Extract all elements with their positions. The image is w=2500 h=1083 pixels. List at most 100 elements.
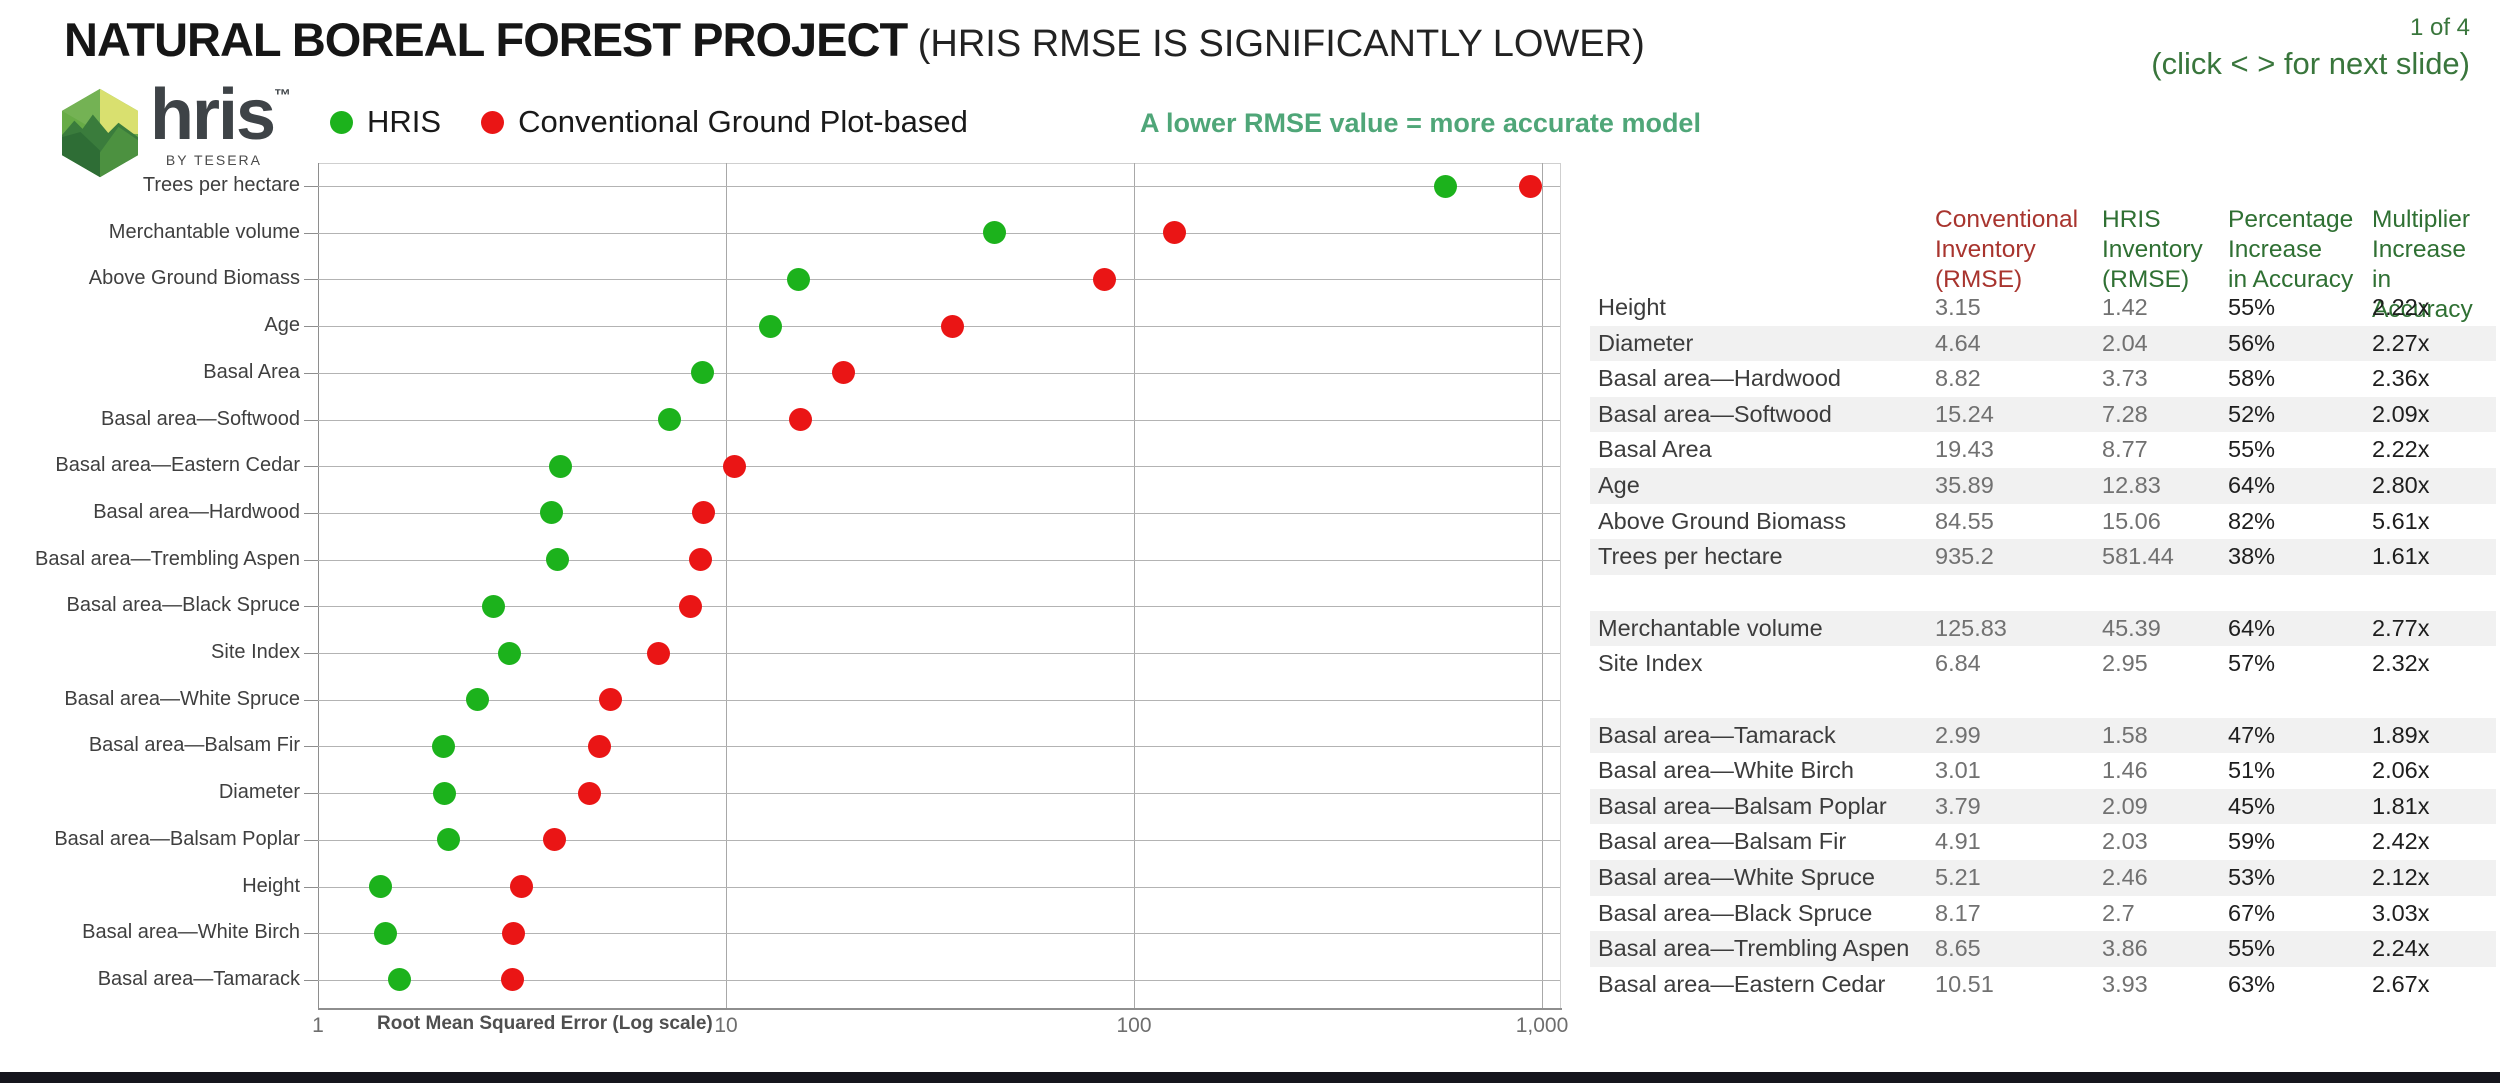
hris-dot[interactable]	[539, 501, 563, 525]
conventional-dot[interactable]	[789, 408, 813, 431]
table-cell-mult: 2.32x	[2372, 650, 2430, 677]
logo-tagline: BY TESERA	[165, 152, 262, 168]
table-cell-pct: 64%	[2228, 472, 2276, 498]
table-cell-pct: 63%	[2228, 970, 2276, 997]
table-cell-pct: 67%	[2228, 899, 2276, 926]
hris-dot[interactable]	[545, 548, 569, 572]
table-cell-mult: 2.42x	[2372, 828, 2430, 855]
conventional-dot[interactable]	[678, 594, 702, 618]
table-row: Basal area—Trembling Aspen 8.65 3.86 55% 2.2…	[1590, 931, 2496, 967]
table-cell-conv: 8.17	[1935, 899, 1981, 926]
conventional-dot[interactable]	[578, 781, 602, 805]
conventional-dot[interactable]	[723, 454, 747, 478]
hris-dot[interactable]	[1434, 174, 1458, 198]
table-cell-conv: 935.2	[1935, 543, 1994, 570]
hris-dot[interactable]	[691, 361, 715, 385]
y-axis-category-label: Trees per hectare	[142, 174, 300, 196]
y-axis-category-label: Basal area—White Spruce	[64, 687, 300, 710]
x-axis-title: Root Mean Squared Error (Log scale)	[377, 1013, 713, 1034]
footer-bar	[0, 1072, 2500, 1083]
y-tick-mark	[304, 466, 318, 468]
y-axis-category-label: Age	[264, 314, 300, 337]
hris-dot[interactable]	[549, 454, 572, 478]
x-tick-label: 1,000	[1515, 1014, 1569, 1037]
table-cell-hris: 2.04	[2102, 329, 2148, 356]
row-gridline	[318, 419, 1560, 421]
row-gridline	[318, 699, 1560, 701]
conventional-dot[interactable]	[509, 875, 533, 898]
y-tick-mark	[304, 839, 318, 841]
conventional-dot[interactable]	[832, 361, 856, 385]
conventional-dot[interactable]	[598, 688, 622, 712]
table-cell-pct: 47%	[2228, 721, 2276, 748]
conventional-dot[interactable]	[692, 501, 716, 525]
plot-right-border	[1560, 163, 1561, 1008]
table-cell-pct: 45%	[2228, 792, 2276, 819]
table-cell-label: Basal area—Balsam Poplar	[1598, 792, 1887, 819]
y-axis-category-label: Basal area—Balsam Fir	[88, 734, 300, 757]
hris-dot[interactable]	[373, 921, 397, 945]
conventional-dot[interactable]	[1163, 221, 1187, 245]
table-cell-conv: 8.82	[1935, 365, 1981, 392]
conventional-dot[interactable]	[1518, 174, 1542, 198]
row-gridline	[318, 466, 1560, 468]
conventional-dot[interactable]	[542, 828, 566, 852]
hris-dot[interactable]	[437, 828, 461, 852]
conventional-dot[interactable]	[1092, 267, 1116, 291]
hris-dot[interactable]	[787, 267, 811, 291]
y-tick-mark	[304, 232, 318, 234]
row-gridline	[318, 793, 1560, 795]
table-row: Above Ground Biomass 84.55 15.06 82% 5.61x	[1590, 504, 2496, 540]
x-gridline	[726, 163, 727, 1008]
conventional-dot[interactable]	[688, 548, 712, 572]
x-tick-label: 100	[1116, 1014, 1152, 1037]
hris-dot[interactable]	[387, 968, 411, 992]
row-gridline	[318, 186, 1560, 187]
conventional-dot[interactable]	[647, 641, 671, 665]
hris-dot[interactable]	[498, 641, 522, 665]
conventional-dot[interactable]	[588, 734, 612, 758]
conventional-dot[interactable]	[940, 314, 964, 338]
table-header: Percentage Increase in Accuracy	[2228, 206, 2354, 293]
row-gridline	[318, 886, 1560, 888]
hris-dot[interactable]	[482, 594, 506, 618]
table-row: Basal area—Black Spruce 8.17 2.7 67% 3.03x	[1590, 896, 2496, 932]
table-cell-conv: 4.64	[1935, 329, 1981, 356]
table-cell-conv: 3.15	[1935, 294, 1981, 320]
hris-dot[interactable]	[982, 221, 1006, 245]
table-row: Diameter 4.64 2.04 56% 2.27x	[1590, 325, 2496, 362]
rmse-comparison-table: Conventional Inventory (RMSE) HRIS Inventory…	[1590, 0, 2496, 1010]
table-cell-label: Trees per hectare	[1598, 543, 1783, 570]
table-cell-hris: 8.77	[2102, 436, 2148, 463]
hris-dot[interactable]	[431, 734, 455, 758]
y-axis-category-label: Diameter	[218, 781, 300, 804]
hris-dot[interactable]	[758, 314, 782, 338]
table-cell-label: Basal area—White Spruce	[1598, 864, 1875, 890]
table-cell-hris: 1.42	[2102, 294, 2148, 320]
table-cell-hris: 1.46	[2102, 757, 2148, 784]
table-cell-mult: 2.24x	[2372, 935, 2430, 962]
y-tick-mark	[304, 326, 318, 328]
table-cell-label: Diameter	[1598, 329, 1694, 356]
hris-dot[interactable]	[658, 408, 682, 431]
x-tick-label: 1	[312, 1014, 324, 1037]
table-cell-pct: 53%	[2228, 864, 2276, 890]
hris-dot[interactable]	[368, 875, 392, 898]
y-axis-category-label: Basal area—White Birch	[82, 921, 300, 944]
hris-dot[interactable]	[466, 688, 489, 712]
table-cell-conv: 35.89	[1935, 472, 1994, 498]
y-axis-category-label: Above Ground Biomass	[88, 267, 300, 290]
table-cell-conv: 8.65	[1935, 935, 1981, 962]
table-row: Basal Area 19.43 8.77 55% 2.22x	[1590, 432, 2496, 468]
table-cell-pct: 38%	[2228, 543, 2276, 570]
conventional-dot[interactable]	[500, 968, 524, 992]
hris-dot[interactable]	[432, 781, 456, 805]
table-cell-conv: 15.24	[1935, 400, 1994, 427]
table-cell-hris: 581.44	[2102, 543, 2174, 570]
y-axis-category-label: Basal Area	[203, 360, 300, 383]
rmse-scatter-chart: 1 10 100 1,000 Trees per hectare Merchantable…	[35, 163, 1569, 1037]
conventional-dot[interactable]	[501, 921, 525, 945]
table-cell-mult: 2.22x	[2372, 436, 2430, 463]
row-gridline	[318, 606, 1560, 608]
y-tick-mark	[304, 186, 318, 187]
